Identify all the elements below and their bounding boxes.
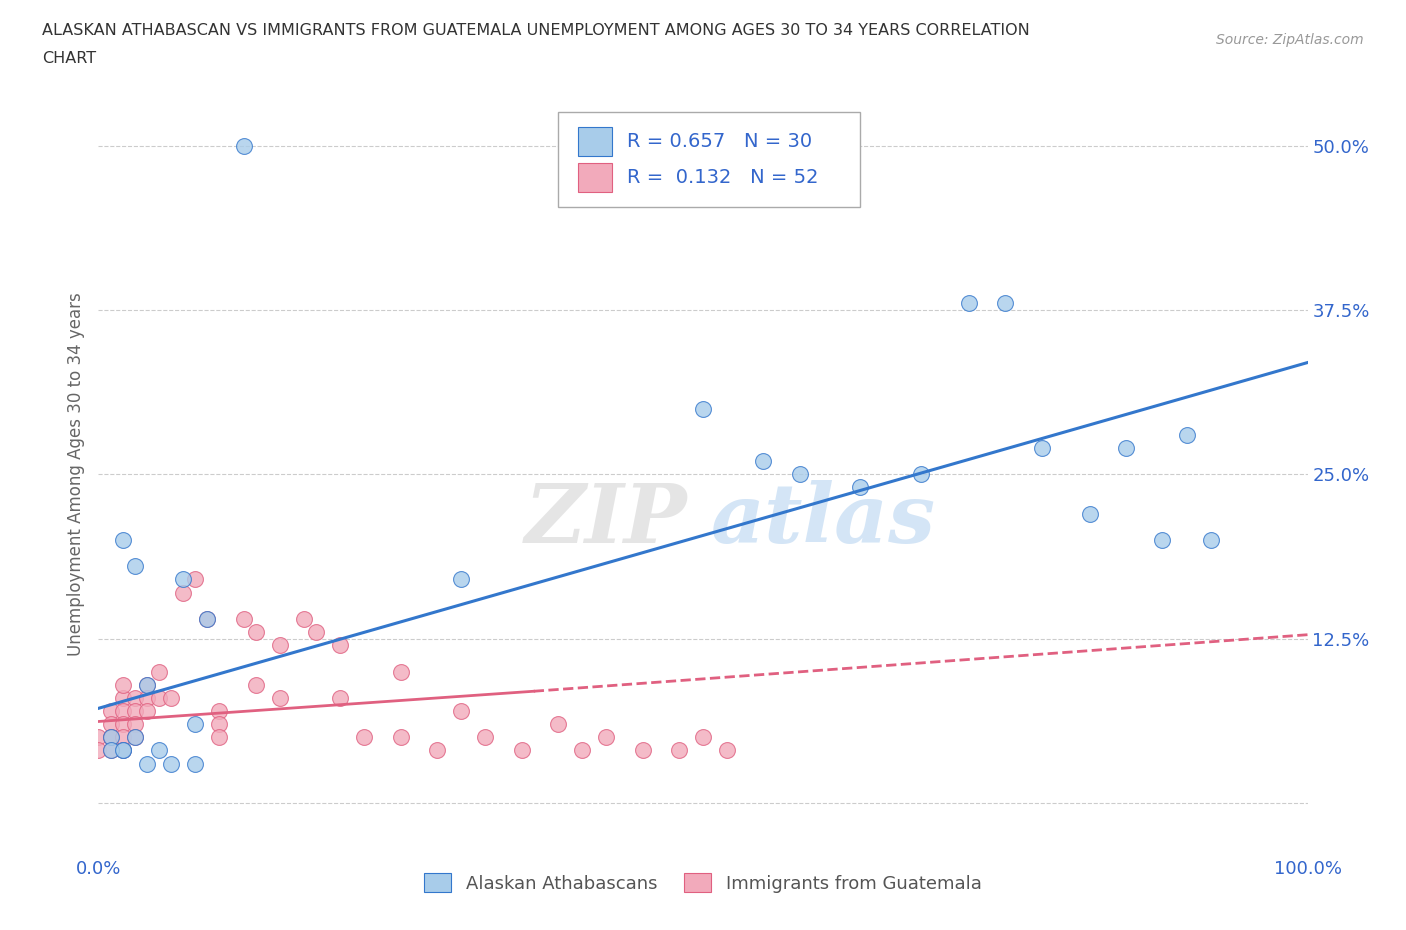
Legend: Alaskan Athabascans, Immigrants from Guatemala: Alaskan Athabascans, Immigrants from Gua… (418, 866, 988, 900)
Point (269, 638, 291, 653)
Point (124, 703, 146, 718)
Point (172, 572, 194, 587)
Point (450, 703, 472, 718)
Point (1199, 533, 1222, 548)
Point (172, 585, 194, 600)
Point (100, 743, 122, 758)
Point (329, 690, 352, 705)
Text: atlas: atlas (711, 480, 936, 560)
Point (450, 572, 472, 587)
Point (571, 743, 593, 758)
Point (160, 690, 183, 705)
Point (595, 730, 617, 745)
Point (135, 677, 157, 692)
Text: R =  0.132   N = 52: R = 0.132 N = 52 (627, 168, 818, 187)
Point (111, 743, 134, 758)
Text: Source: ZipAtlas.com: Source: ZipAtlas.com (1216, 33, 1364, 46)
Point (100, 730, 122, 745)
Point (87, 743, 110, 758)
Point (910, 467, 932, 482)
Point (305, 625, 328, 640)
Text: R = 0.657   N = 30: R = 0.657 N = 30 (627, 131, 811, 151)
Point (849, 480, 872, 495)
Point (752, 454, 775, 469)
Point (789, 467, 811, 482)
Point (1152, 533, 1174, 548)
Point (245, 677, 267, 692)
Point (124, 730, 146, 745)
Point (474, 730, 496, 745)
Point (692, 730, 714, 745)
Point (329, 638, 352, 653)
Point (184, 756, 207, 771)
Point (208, 703, 231, 718)
Point (631, 743, 654, 758)
Point (1031, 441, 1053, 456)
Point (269, 690, 291, 705)
Point (148, 664, 170, 679)
Text: ZIP: ZIP (524, 480, 688, 560)
Point (124, 690, 146, 705)
Point (148, 690, 170, 705)
Point (135, 690, 157, 705)
Point (160, 756, 183, 771)
Point (124, 559, 146, 574)
Point (292, 612, 315, 627)
Bar (578, 126, 613, 155)
Point (1175, 428, 1198, 443)
Point (245, 625, 267, 640)
Point (994, 296, 1017, 311)
Point (135, 756, 157, 771)
Point (232, 612, 254, 627)
Point (111, 533, 134, 548)
Point (957, 296, 980, 311)
Point (111, 717, 134, 732)
Point (111, 743, 134, 758)
Point (111, 690, 134, 705)
Point (135, 703, 157, 718)
Point (208, 730, 231, 745)
Y-axis label: Unemployment Among Ages 30 to 34 years: Unemployment Among Ages 30 to 34 years (66, 292, 84, 657)
FancyBboxPatch shape (558, 113, 860, 207)
Point (195, 612, 218, 627)
Point (195, 612, 218, 627)
Point (111, 730, 134, 745)
Point (124, 730, 146, 745)
Point (668, 743, 690, 758)
Point (100, 717, 122, 732)
Point (389, 664, 412, 679)
Text: CHART: CHART (42, 51, 96, 66)
Point (184, 717, 207, 732)
Point (100, 703, 122, 718)
Text: ALASKAN ATHABASCAN VS IMMIGRANTS FROM GUATEMALA UNEMPLOYMENT AMONG AGES 30 TO 34: ALASKAN ATHABASCAN VS IMMIGRANTS FROM GU… (42, 23, 1031, 38)
Point (232, 139, 254, 153)
Point (100, 743, 122, 758)
Point (692, 401, 714, 416)
Point (124, 717, 146, 732)
Bar (578, 163, 613, 193)
Point (135, 677, 157, 692)
Point (547, 717, 569, 732)
Point (100, 730, 122, 745)
Point (100, 730, 122, 745)
Point (1115, 441, 1137, 456)
Point (208, 717, 231, 732)
Point (389, 730, 412, 745)
Point (111, 677, 134, 692)
Point (353, 730, 375, 745)
Point (87, 730, 110, 745)
Point (184, 572, 207, 587)
Point (111, 743, 134, 758)
Point (716, 743, 738, 758)
Point (510, 743, 533, 758)
Point (148, 743, 170, 758)
Point (426, 743, 449, 758)
Point (111, 703, 134, 718)
Point (1078, 506, 1101, 521)
